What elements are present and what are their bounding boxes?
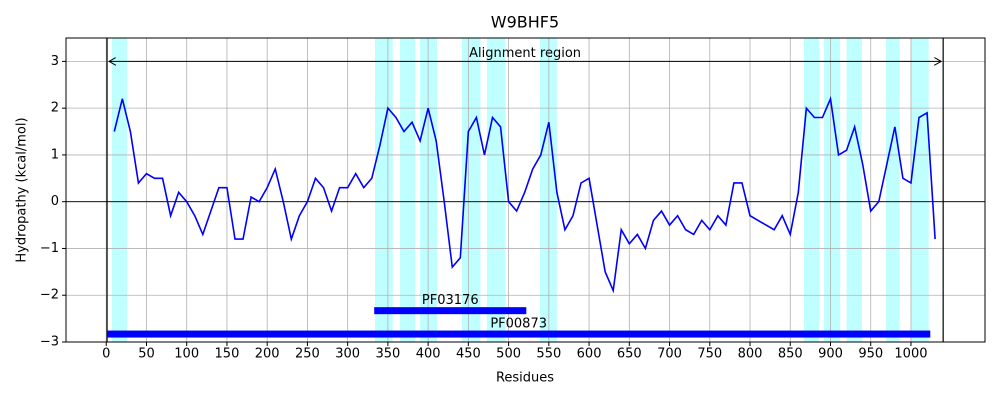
y-tick-label: −3 (40, 335, 59, 350)
alignment-label: Alignment region (469, 46, 581, 61)
y-tick-label: 3 (51, 54, 59, 69)
hydropathy-line (113, 95, 936, 294)
x-tick-label: 850 (778, 347, 803, 362)
highlight-region (824, 38, 841, 342)
domain-bar (374, 307, 527, 315)
highlight-region (846, 38, 862, 342)
x-tick-label: 0 (102, 347, 110, 362)
highlight-region (539, 38, 557, 342)
highlight-region (375, 38, 393, 342)
chart-title: W9BHF5 (491, 13, 559, 32)
highlight-region (486, 38, 506, 342)
x-tick-label: 900 (818, 347, 843, 362)
x-tick-label: 100 (174, 347, 199, 362)
x-tick-label: 550 (536, 347, 561, 362)
x-tick-label: 800 (738, 347, 763, 362)
highlight-region (910, 38, 929, 342)
domain-bar (107, 330, 931, 338)
y-tick-label: −2 (40, 288, 59, 303)
highlight-region (803, 38, 820, 342)
domain-label: PF00873 (490, 317, 547, 332)
x-tick-label: 250 (295, 347, 320, 362)
x-tick-label: 400 (416, 347, 441, 362)
highlight-region (111, 38, 128, 342)
x-tick-label: 300 (335, 347, 360, 362)
highlight-region (420, 38, 437, 342)
x-tick-label: 1000 (894, 347, 927, 362)
y-tick-label: −1 (40, 241, 59, 256)
x-tick-label: 150 (215, 347, 240, 362)
y-tick-label: 1 (51, 147, 59, 162)
highlight-region (886, 38, 900, 342)
x-tick-label: 450 (456, 347, 481, 362)
x-tick-label: 600 (577, 347, 602, 362)
highlight-region (399, 38, 416, 342)
domain-label: PF03176 (422, 293, 479, 308)
y-tick-label: 0 (51, 194, 59, 209)
x-tick-label: 500 (496, 347, 521, 362)
highlight-region (461, 38, 481, 342)
plot-frame (65, 37, 986, 343)
x-tick-label: 700 (657, 347, 682, 362)
x-tick-label: 200 (255, 347, 280, 362)
x-tick-label: 50 (138, 347, 155, 362)
x-tick-label: 950 (858, 347, 883, 362)
x-tick-label: 350 (375, 347, 400, 362)
x-tick-label: 650 (617, 347, 642, 362)
x-axis-label: Residues (496, 371, 554, 386)
y-tick-label: 2 (51, 101, 59, 116)
x-tick-label: 750 (697, 347, 722, 362)
y-axis-label: Hydropathy (kcal/mol) (15, 117, 30, 262)
